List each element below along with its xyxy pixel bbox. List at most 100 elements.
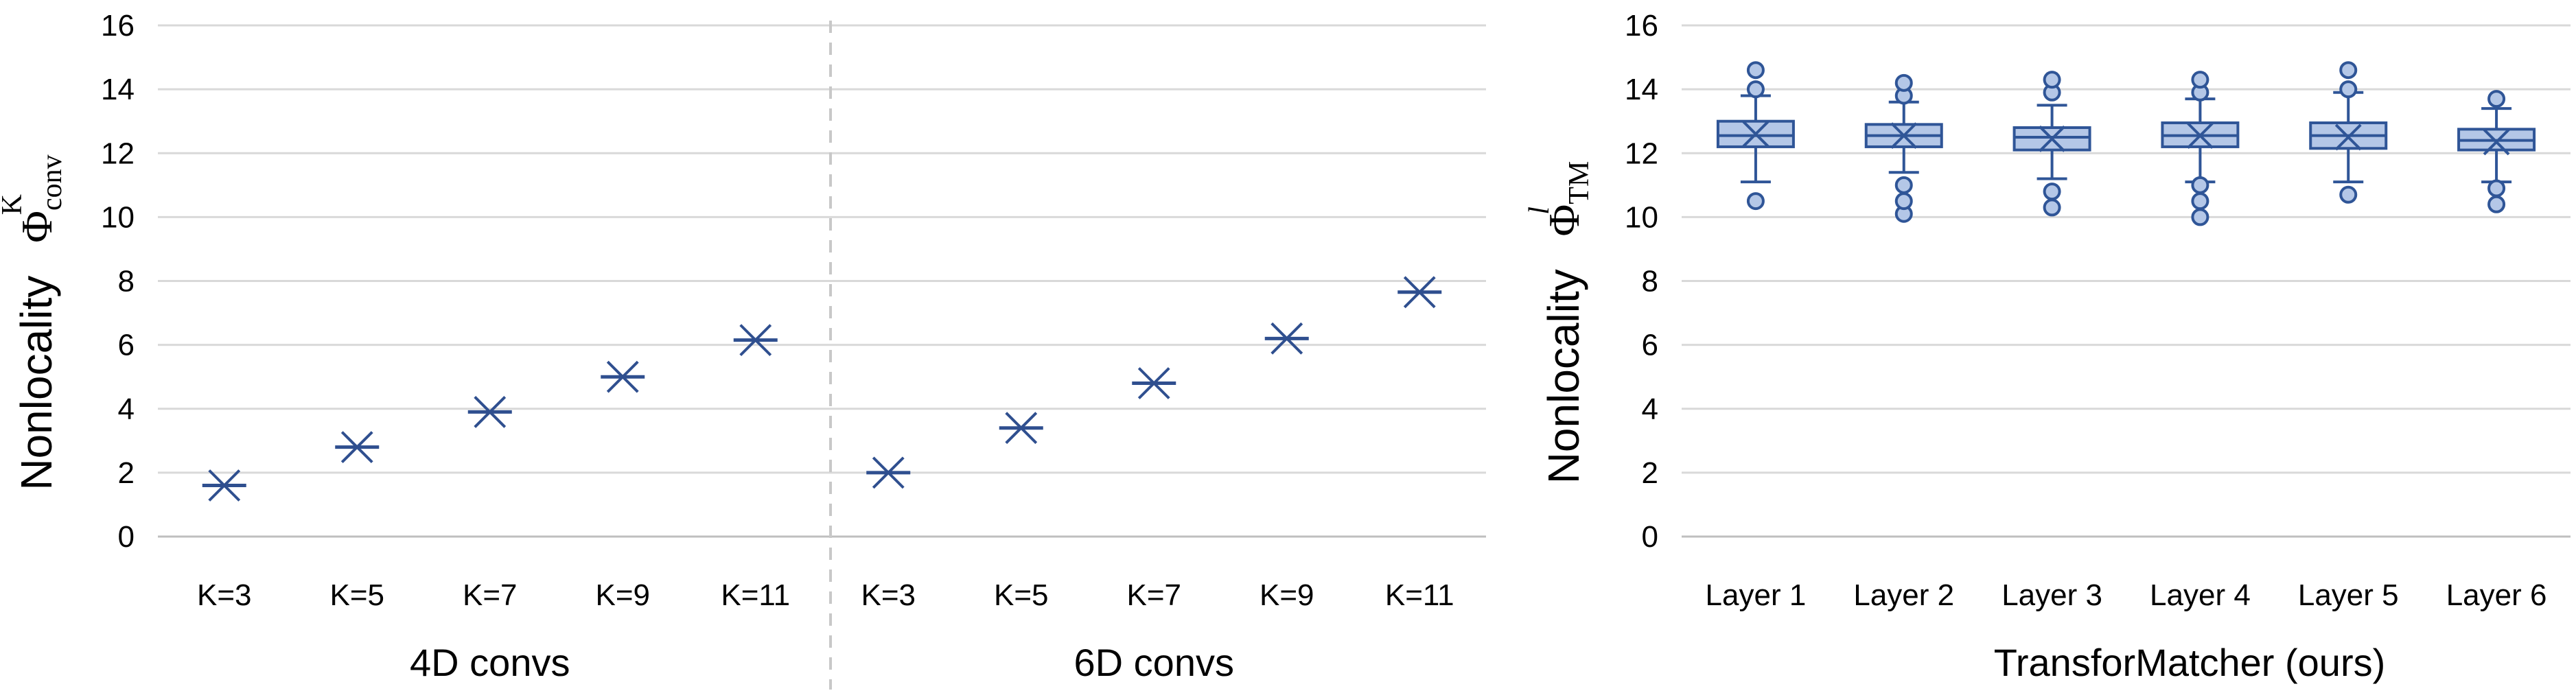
outlier-point [2043,183,2061,201]
box-plot [2161,71,2240,226]
outlier-point [2191,71,2209,89]
right-category-label: Layer 2 [1853,578,1954,612]
data-marker [1397,276,1442,309]
outlier-point [2487,90,2506,108]
right-boxes [1716,61,2536,226]
left-group-labels: 4D convs 6D convs [410,641,1234,684]
right-y-axis-label: Nonlocality ΦTM l [1524,161,1595,484]
left-category-label: K=5 [329,578,384,612]
left-y-axis-superscript: K [0,194,28,215]
outlier-point [2043,198,2061,217]
right-y-tick-label: 4 [1642,392,1658,426]
left-y-tick-label: 16 [101,9,135,43]
outlier-point [1894,192,1913,211]
outlier-point [1746,61,1765,80]
right-y-tick-label: 10 [1625,200,1658,234]
outlier-point [2043,71,2061,89]
right-y-tick-label: 12 [1625,137,1658,170]
right-y-tick-label: 14 [1625,73,1658,106]
right-y-tick-label: 6 [1642,329,1658,362]
marker-x-stroke [1005,412,1038,445]
marker-x-stroke [739,324,772,357]
marker-x-stroke [1137,367,1170,399]
mean-marker-stroke [2334,124,2362,151]
right-category-label: Layer 1 [1706,578,1807,612]
right-category-label: Layer 6 [2446,578,2547,612]
left-y-tick-label: 6 [118,329,135,362]
right-category-label: Layer 3 [2001,578,2102,612]
marker-x-stroke [340,431,373,464]
right-y-tick-label: 8 [1642,265,1658,298]
left-y-tick-label: 12 [101,137,135,170]
box-plot [2457,90,2536,213]
left-y-tick-label: 8 [118,265,135,298]
left-y-tick-label: 14 [101,73,135,106]
outlier-point [1894,176,1913,194]
right-x-axis-label: TransforMatcher (ours) [1994,641,2386,684]
outlier-point [2191,176,2209,194]
outlier-point [1894,73,1913,92]
outlier-point [2339,80,2358,99]
left-y-axis-symbol: Φ [12,211,61,243]
left-group-label: 4D convs [410,641,570,684]
left-y-axis-label-word: Nonlocality [12,276,61,491]
left-group-label: 6D convs [1074,641,1234,684]
right-y-tick-label: 16 [1625,9,1658,43]
outlier-point [2191,192,2209,211]
left-gridlines [158,24,1486,538]
outlier-point [2487,179,2506,198]
left-category-labels: K=3 K=5 K=7 K=9 K=11 K=3 K=5 K=7 K=9 K=11 [197,578,1454,612]
left-y-axis-label: Nonlocality Φconv K [0,154,68,490]
box-plot [1864,73,1943,223]
box-plot [1716,61,1795,211]
right-category-labels: Layer 1 Layer 2 Layer 3 Layer 4 Layer 5 Layer… [1706,578,2547,612]
left-category-label: K=11 [1385,578,1454,612]
right-y-axis-symbol: Φ [1540,204,1588,237]
left-category-label: K=7 [463,578,518,612]
left-category-label: K=3 [861,578,916,612]
right-y-axis-superscript: l [1524,207,1555,215]
data-marker [202,469,246,502]
left-y-tick-labels: 0 2 4 6 8 10 12 14 16 [101,9,135,554]
left-y-tick-label: 2 [118,456,135,490]
left-category-label: K=9 [1260,578,1314,612]
mean-marker-stroke [2483,128,2510,156]
data-marker [335,431,380,464]
left-category-label: K=11 [721,578,790,612]
data-marker [999,412,1043,445]
left-y-tick-label: 4 [118,392,135,426]
left-category-label: K=5 [994,578,1049,612]
mean-marker-stroke [1742,120,1769,148]
marker-x-stroke [872,456,905,489]
left-y-tick-label: 10 [101,200,135,234]
right-category-label: Layer 4 [2150,578,2251,612]
left-category-label: K=3 [197,578,252,612]
left-markers [202,276,1442,502]
mean-marker-stroke [2039,125,2065,152]
outlier-point [2487,195,2506,213]
marker-x-stroke [1403,276,1436,309]
outlier-point [2339,185,2358,204]
marker-x-stroke [1270,322,1303,355]
data-marker [733,324,778,357]
right-y-tick-label: 2 [1642,456,1658,490]
data-marker [467,395,512,428]
data-marker [1132,367,1176,399]
marker-x-stroke [208,469,241,502]
right-gridlines [1682,24,2571,538]
right-category-label: Layer 5 [2298,578,2399,612]
left-y-tick-label: 0 [118,520,135,554]
outlier-point [2191,208,2209,226]
right-y-tick-label: 0 [1642,520,1658,554]
right-y-axis-label-word: Nonlocality [1539,269,1588,484]
data-marker [1264,322,1309,355]
data-marker [866,456,911,489]
right-y-tick-labels: 0 2 4 6 8 10 12 14 16 [1625,9,1658,554]
left-category-label: K=9 [595,578,650,612]
mean-marker-stroke [2187,122,2214,150]
box-plot [2012,71,2091,217]
left-y-axis-subscript: conv [36,154,68,211]
